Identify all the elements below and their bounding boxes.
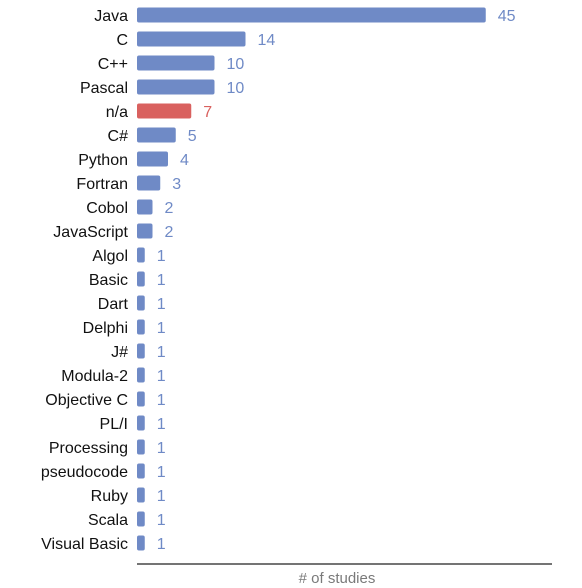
value-label-modula-2: 1 — [157, 368, 166, 385]
bar-pl-i — [137, 415, 145, 431]
category-label-delphi: Delphi — [83, 320, 128, 337]
value-label-fortran: 3 — [172, 176, 181, 193]
category-label-modula-2: Modula-2 — [61, 368, 128, 385]
bar-fortran — [137, 175, 161, 191]
bar-python — [137, 151, 168, 167]
category-label-javascript: JavaScript — [53, 224, 128, 241]
category-label-algol: Algol — [92, 248, 128, 265]
value-label-basic: 1 — [157, 272, 166, 289]
bar-algol — [137, 247, 145, 263]
category-label-processing: Processing — [49, 440, 128, 457]
value-label-c: 5 — [188, 128, 197, 145]
value-label-pascal: 10 — [227, 80, 245, 97]
bar-pascal — [137, 79, 215, 95]
category-label-c: C# — [108, 128, 129, 145]
bar-n-a — [137, 103, 192, 119]
value-label-c: 14 — [258, 32, 276, 49]
value-label-scala: 1 — [157, 512, 166, 529]
category-label-python: Python — [78, 152, 128, 169]
value-label-processing: 1 — [157, 440, 166, 457]
value-label-n-a: 7 — [203, 104, 212, 121]
value-labels-layer: 45 14 10 10 75 4 3 2 2 1 1 1 1 1 1 1 1 1 1 1 1 1 — [157, 8, 516, 553]
bar-j — [137, 343, 145, 359]
category-label-c: C++ — [98, 56, 128, 73]
value-label-j: 1 — [157, 344, 166, 361]
category-label-pseudocode: pseudocode — [41, 464, 128, 481]
category-label-dart: Dart — [98, 296, 129, 313]
value-label-dart: 1 — [157, 296, 166, 313]
bar-modula-2 — [137, 367, 145, 383]
category-label-objective-c: Objective C — [45, 392, 128, 409]
bars-layer — [137, 7, 486, 551]
bar-pseudocode — [137, 463, 145, 479]
category-label-pl-i: PL/I — [100, 416, 128, 433]
category-label-visual-basic: Visual Basic — [41, 536, 128, 553]
bar-javascript — [137, 223, 153, 239]
value-label-objective-c: 1 — [157, 392, 166, 409]
bar-cobol — [137, 199, 153, 215]
value-label-python: 4 — [180, 152, 189, 169]
bar-c — [137, 55, 215, 71]
bar-ruby — [137, 487, 145, 503]
value-label-delphi: 1 — [157, 320, 166, 337]
bar-java — [137, 7, 486, 23]
value-label-javascript: 2 — [165, 224, 174, 241]
value-label-c: 10 — [227, 56, 245, 73]
value-label-pseudocode: 1 — [157, 464, 166, 481]
value-label-java: 45 — [498, 8, 516, 25]
x-axis-title: # of studies — [299, 570, 376, 587]
bar-basic — [137, 271, 145, 287]
bar-c — [137, 127, 176, 143]
category-label-c: C — [116, 32, 128, 49]
bar-processing — [137, 439, 145, 455]
category-label-pascal: Pascal — [80, 80, 128, 97]
bar-c — [137, 31, 246, 47]
value-label-pl-i: 1 — [157, 416, 166, 433]
category-label-fortran: Fortran — [76, 176, 128, 193]
value-label-cobol: 2 — [165, 200, 174, 217]
category-label-cobol: Cobol — [86, 200, 128, 217]
category-label-java: Java — [94, 8, 128, 25]
bar-dart — [137, 295, 145, 311]
value-label-ruby: 1 — [157, 488, 166, 505]
bar-delphi — [137, 319, 145, 335]
category-label-j: J# — [111, 344, 128, 361]
bar-objective-c — [137, 391, 145, 407]
value-label-algol: 1 — [157, 248, 166, 265]
value-label-visual-basic: 1 — [157, 536, 166, 553]
bar-scala — [137, 511, 145, 527]
category-label-scala: Scala — [88, 512, 128, 529]
category-labels-layer: Java C C++ Pascal n/a C# Python Fortran Cobol Jav… — [41, 8, 129, 553]
category-label-basic: Basic — [89, 272, 128, 289]
category-label-n-a: n/a — [106, 104, 128, 121]
bar-visual-basic — [137, 535, 145, 551]
category-label-ruby: Ruby — [91, 488, 128, 505]
